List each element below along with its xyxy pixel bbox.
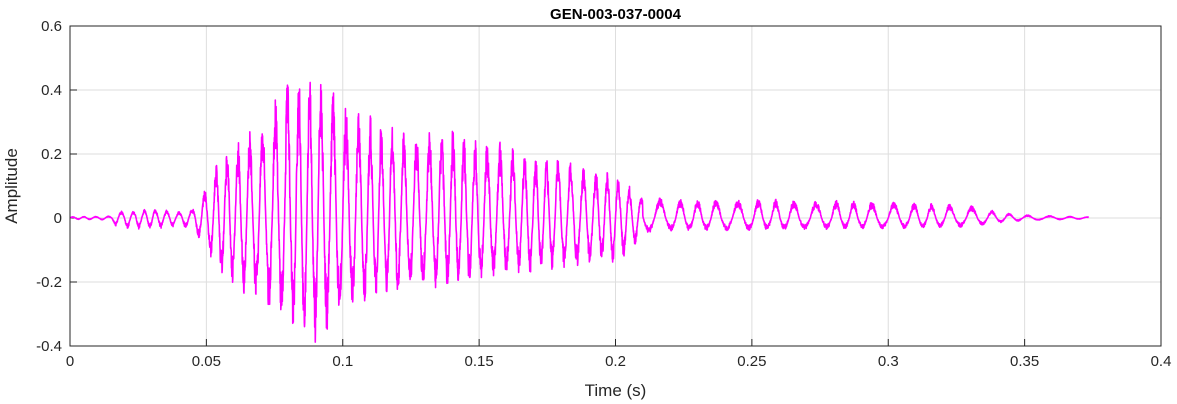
x-tick-label: 0.2 bbox=[605, 353, 626, 370]
y-axis-ticks: -0.4 -0.2 0 0.2 0.4 0.6 bbox=[36, 18, 77, 355]
y-tick-label: -0.4 bbox=[36, 338, 62, 355]
x-tick-label: 0.25 bbox=[737, 353, 766, 370]
y-tick-label: 0 bbox=[54, 210, 62, 227]
x-axis-ticks: 0 0.05 0.1 0.15 0.2 0.25 0.3 0.35 0.4 bbox=[66, 339, 1172, 370]
y-tick-label: 0.6 bbox=[41, 18, 62, 35]
y-tick-label: -0.2 bbox=[36, 274, 62, 291]
x-tick-label: 0.4 bbox=[1151, 353, 1172, 370]
y-tick-label: 0.2 bbox=[41, 146, 62, 163]
chart-title: GEN-003-037-0004 bbox=[550, 6, 682, 23]
y-tick-label: 0.4 bbox=[41, 82, 62, 99]
x-axis-label: Time (s) bbox=[585, 381, 647, 400]
x-tick-label: 0.1 bbox=[332, 353, 353, 370]
x-tick-label: 0 bbox=[66, 353, 74, 370]
x-tick-label: 0.15 bbox=[465, 353, 494, 370]
y-axis-label: Amplitude bbox=[2, 148, 21, 224]
amplitude-series-line bbox=[69, 81, 1090, 343]
grid bbox=[69, 25, 1162, 347]
x-tick-label: 0.3 bbox=[878, 353, 899, 370]
x-tick-label: 0.35 bbox=[1010, 353, 1039, 370]
axes-box bbox=[69, 25, 1162, 347]
x-tick-label: 0.05 bbox=[192, 353, 221, 370]
